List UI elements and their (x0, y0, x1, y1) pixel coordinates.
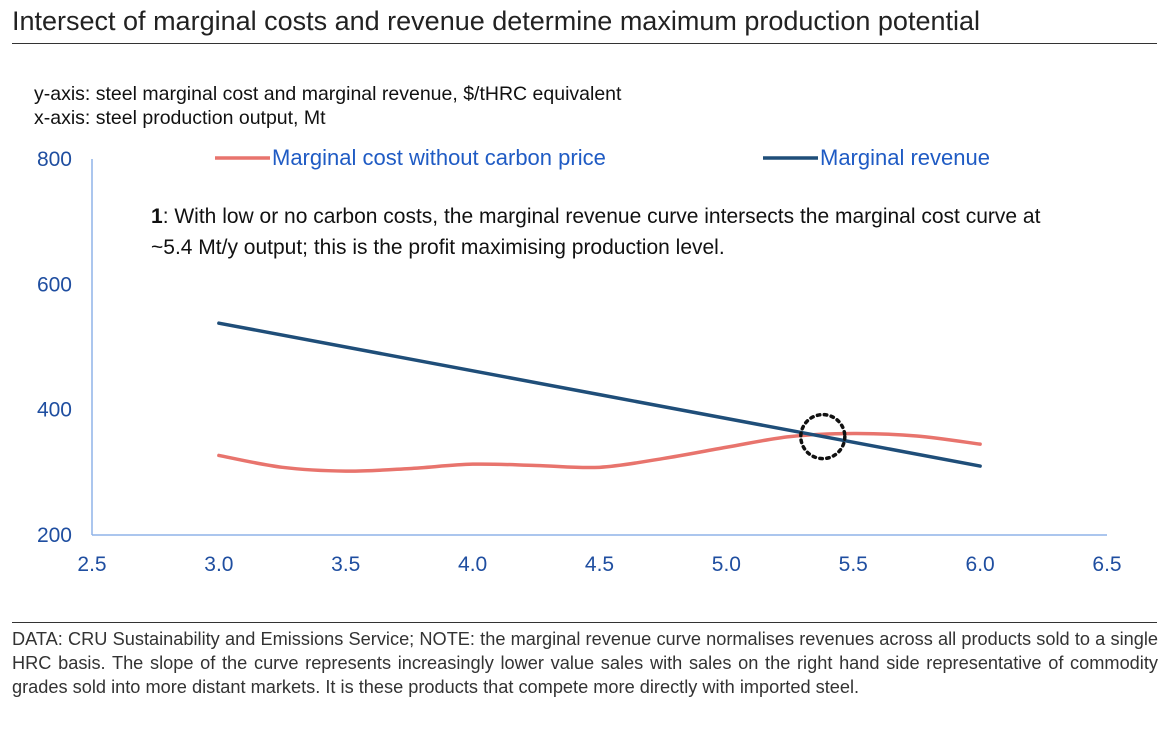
chart-legend: Marginal cost without carbon price Margin… (215, 145, 990, 170)
x-tick-label-6.0: 6.0 (966, 553, 995, 576)
x-tick-label-5.5: 5.5 (839, 553, 868, 576)
y-tick-labels: 200 400 600 800 (37, 148, 72, 547)
x-tick-labels: 2.5 3.0 3.5 4.0 4.5 5.0 5.5 6.0 6.5 (77, 553, 1121, 576)
y-tick-label-800: 800 (37, 148, 72, 171)
chart-title: Intersect of marginal costs and revenue … (12, 6, 980, 36)
chart-series (217, 321, 982, 473)
x-tick-label-4.5: 4.5 (585, 553, 614, 576)
intersection-marker (799, 412, 847, 461)
x-tick-label-2.5: 2.5 (77, 553, 106, 576)
y-tick-label-200: 200 (37, 524, 72, 547)
y-tick-label-600: 600 (37, 273, 72, 296)
chart-axes (91, 159, 1107, 536)
x-tick-label-3.0: 3.0 (204, 553, 233, 576)
legend-label-marginal-cost-without-carbon-price: Marginal cost without carbon price (272, 145, 606, 170)
line-chart: 200 400 600 800 2.5 3.0 3.5 4.0 4.5 5.0 5.5 6.0 6.5… (37, 145, 1122, 576)
annotation-number: 1 (151, 205, 163, 228)
x-tick-label-4.0: 4.0 (458, 553, 487, 576)
intersection-circle (799, 412, 847, 461)
footer-divider (12, 622, 1157, 623)
x-axis-description: x-axis: steel production output, Mt (34, 107, 326, 129)
x-tick-label-6.5: 6.5 (1092, 553, 1121, 576)
series-line-marginal-revenue (217, 321, 982, 468)
annotation-callout: 1: With low or no carbon costs, the marg… (151, 201, 1051, 263)
source-note: DATA: CRU Sustainability and Emissions S… (12, 629, 1158, 697)
x-tick-label-3.5: 3.5 (331, 553, 360, 576)
y-tick-label-400: 400 (37, 399, 72, 422)
annotation-text: : With low or no carbon costs, the margi… (151, 205, 1041, 259)
y-axis-description: y-axis: steel marginal cost and marginal… (34, 83, 622, 105)
x-tick-label-5.0: 5.0 (712, 553, 741, 576)
series-line-marginal-cost-without-carbon-price (217, 431, 982, 473)
legend-label-marginal-revenue: Marginal revenue (820, 145, 990, 170)
title-divider (12, 43, 1157, 44)
